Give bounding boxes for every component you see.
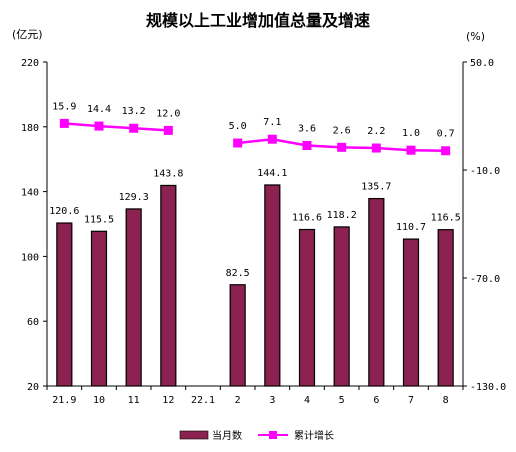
bar	[125, 208, 142, 387]
growth-data-label: 12.0	[156, 108, 180, 119]
growth-line-segment	[376, 146, 412, 152]
x-tick-label: 6	[373, 395, 379, 406]
left-axis-unit: (亿元)	[12, 28, 43, 41]
growth-data-label: 2.2	[367, 126, 385, 137]
x-tick-label: 4	[304, 395, 310, 406]
growth-line-segment	[272, 137, 308, 147]
bar	[333, 226, 350, 387]
growth-point	[163, 125, 173, 135]
left-tick-label: 20	[27, 382, 39, 393]
growth-data-label: 3.6	[298, 124, 316, 135]
legend-swatch-bars	[179, 430, 209, 440]
bar	[56, 222, 73, 387]
bar	[402, 238, 420, 387]
growth-data-label: 1.0	[402, 128, 420, 139]
bar	[160, 184, 177, 387]
chart-title: 规模以上工业增加值总量及增速	[146, 11, 370, 30]
bar-data-label: 144.1	[257, 168, 287, 179]
left-tick-label: 180	[21, 123, 39, 134]
bar	[229, 284, 246, 387]
x-tick-label: 8	[443, 395, 449, 406]
bar	[368, 197, 385, 387]
growth-point	[371, 143, 381, 153]
growth-point	[94, 121, 104, 131]
growth-data-label: 7.1	[263, 117, 281, 128]
right-tick-label: 50.0	[470, 58, 494, 69]
bar	[298, 228, 316, 387]
bar-data-label: 143.8	[153, 168, 183, 179]
x-tick-label: 3	[269, 395, 275, 406]
growth-point	[129, 123, 139, 133]
growth-line-segment	[64, 122, 100, 128]
growth-point	[337, 142, 347, 152]
growth-line-segment	[341, 146, 377, 150]
left-tick-label: 220	[21, 58, 39, 69]
bar-data-label: 118.2	[327, 210, 357, 221]
growth-line-segment	[98, 124, 134, 130]
growth-point	[406, 145, 416, 155]
legend-marker-growth	[269, 431, 277, 439]
left-tick-label: 60	[27, 317, 39, 328]
x-tick-label: 2	[235, 395, 241, 406]
right-tick-label: -130.0	[470, 382, 506, 393]
x-tick-label: 12	[162, 395, 174, 406]
bar	[437, 229, 454, 387]
growth-line-segment	[306, 144, 342, 149]
growth-data-label: 14.4	[87, 104, 111, 115]
x-tick-label: 21.9	[52, 395, 76, 406]
growth-point	[302, 141, 312, 151]
bar-data-label: 115.5	[84, 214, 114, 225]
growth-point	[59, 118, 69, 128]
left-tick-label: 100	[21, 252, 39, 263]
bar	[264, 184, 281, 387]
growth-line-segment	[133, 126, 169, 132]
growth-data-label: 2.6	[333, 125, 351, 136]
bar-data-label: 135.7	[361, 182, 391, 193]
x-tick-label: 5	[339, 395, 345, 406]
growth-point	[267, 134, 277, 144]
growth-data-label: 13.2	[122, 106, 146, 117]
growth-line-segment	[237, 137, 273, 145]
legend: 当月数 累计增长	[179, 429, 334, 442]
bar-data-label: 116.6	[292, 213, 322, 224]
growth-data-label: 5.0	[229, 121, 247, 132]
bar	[90, 230, 108, 387]
x-tick-label: 7	[408, 395, 414, 406]
x-tick-label: 22.1	[191, 395, 215, 406]
bar-data-label: 110.7	[396, 222, 426, 233]
left-tick-label: 140	[21, 188, 39, 199]
growth-point	[233, 138, 243, 148]
growth-data-label: 15.9	[52, 101, 76, 112]
bar-data-label: 82.5	[226, 268, 250, 279]
right-tick-label: -70.0	[470, 274, 500, 285]
x-tick-label: 11	[128, 395, 140, 406]
right-axis-unit: (%)	[466, 30, 485, 43]
bar-data-label: 129.3	[119, 192, 149, 203]
legend-label-growth: 累计增长	[294, 429, 334, 442]
bar-data-label: 116.5	[431, 213, 461, 224]
x-tick-label: 10	[93, 395, 105, 406]
growth-point	[441, 146, 451, 156]
bar-data-label: 120.6	[49, 206, 79, 217]
legend-label-bars: 当月数	[212, 429, 242, 442]
growth-line-segment	[410, 148, 446, 152]
plot-area: 220 180 140 100 60 20 50.0 -10.0 -70.0 -130.0 21.9…	[21, 58, 506, 406]
right-tick-label: -10.0	[470, 166, 500, 177]
growth-data-label: 0.7	[437, 129, 455, 140]
